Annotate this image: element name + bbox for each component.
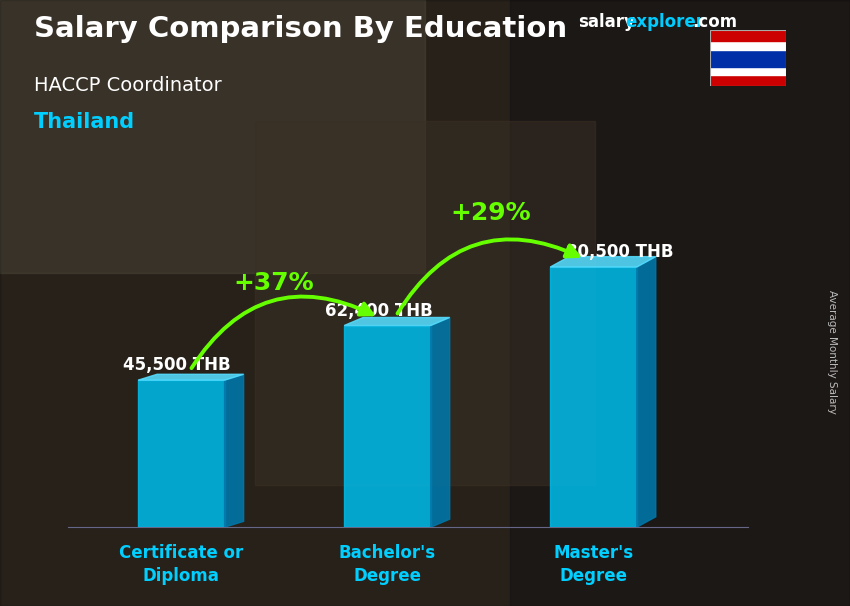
Text: Average Monthly Salary: Average Monthly Salary [827, 290, 837, 413]
Text: .com: .com [693, 13, 738, 32]
Bar [0, 0, 425, 273]
FancyArrowPatch shape [398, 239, 578, 313]
Bar [255, 121, 595, 485]
Polygon shape [344, 325, 431, 527]
Text: 80,500 THB: 80,500 THB [565, 243, 673, 261]
Polygon shape [550, 256, 655, 267]
Text: salary: salary [578, 13, 635, 32]
Polygon shape [637, 256, 655, 527]
Bar [710, 67, 786, 75]
Bar [710, 30, 786, 41]
Bar [710, 41, 786, 50]
Text: +37%: +37% [234, 271, 314, 295]
Bar [710, 75, 786, 86]
Text: 62,400 THB: 62,400 THB [325, 302, 433, 320]
Text: 45,500 THB: 45,500 THB [123, 356, 231, 375]
Text: Salary Comparison By Education: Salary Comparison By Education [34, 15, 567, 43]
Text: +29%: +29% [450, 201, 530, 225]
Bar [510, 0, 850, 606]
Text: explorer: explorer [625, 13, 704, 32]
Text: Thailand: Thailand [34, 112, 135, 132]
FancyArrowPatch shape [191, 296, 372, 368]
Bar [710, 50, 786, 67]
Polygon shape [138, 380, 224, 527]
Polygon shape [344, 318, 450, 325]
Text: HACCP Coordinator: HACCP Coordinator [34, 76, 222, 95]
Polygon shape [431, 318, 450, 527]
Polygon shape [224, 375, 244, 527]
Polygon shape [138, 375, 244, 380]
Polygon shape [550, 267, 637, 527]
